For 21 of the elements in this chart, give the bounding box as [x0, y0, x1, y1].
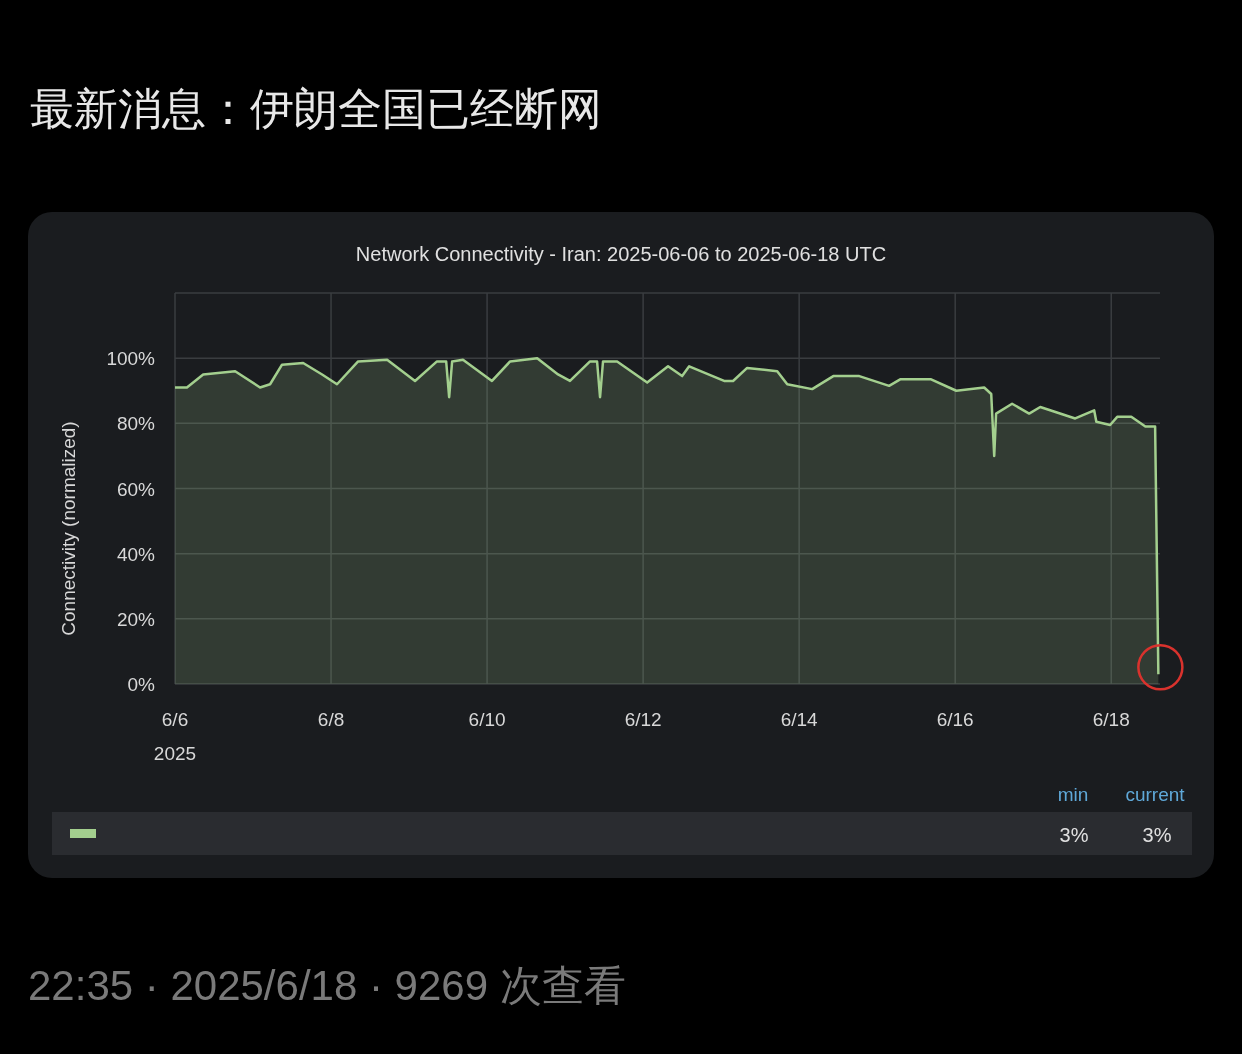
text: 3%	[1142, 824, 1172, 846]
y-tick-label: 20%	[116, 608, 156, 630]
y-axis-title: Connectivity (normalized)	[58, 421, 79, 636]
x-tick-label: 6/12	[624, 709, 662, 730]
text: current	[1125, 784, 1186, 805]
chart-title: 最新消息：伊朗全国已经断网	[30, 84, 602, 133]
y-tick-label: 60%	[116, 478, 156, 500]
x-tick-label: 6/16	[936, 709, 974, 730]
y-tick-label: 80%	[116, 413, 156, 435]
y-tick-label: 40%	[116, 543, 156, 565]
x-tick-label: 6/10	[468, 709, 506, 730]
x-tick-label: 6/18	[1092, 709, 1130, 730]
text: 22:35 · 2025/6/18 · 9269 次查看	[28, 962, 626, 1009]
chart-subtitle: Network Connectivity - Iran: 2025-06-06 to 2025-06-18 UTC	[355, 243, 887, 265]
text: min	[1057, 784, 1089, 805]
y-tick-label: 100%	[106, 348, 156, 370]
y-tick-label: 0%	[127, 674, 156, 695]
x-tick-label: 6/14	[780, 709, 819, 730]
text: 3%	[1059, 824, 1089, 846]
x-tick-label: 6/6 2025	[153, 709, 197, 764]
x-tick-label: 6/8	[317, 709, 345, 730]
